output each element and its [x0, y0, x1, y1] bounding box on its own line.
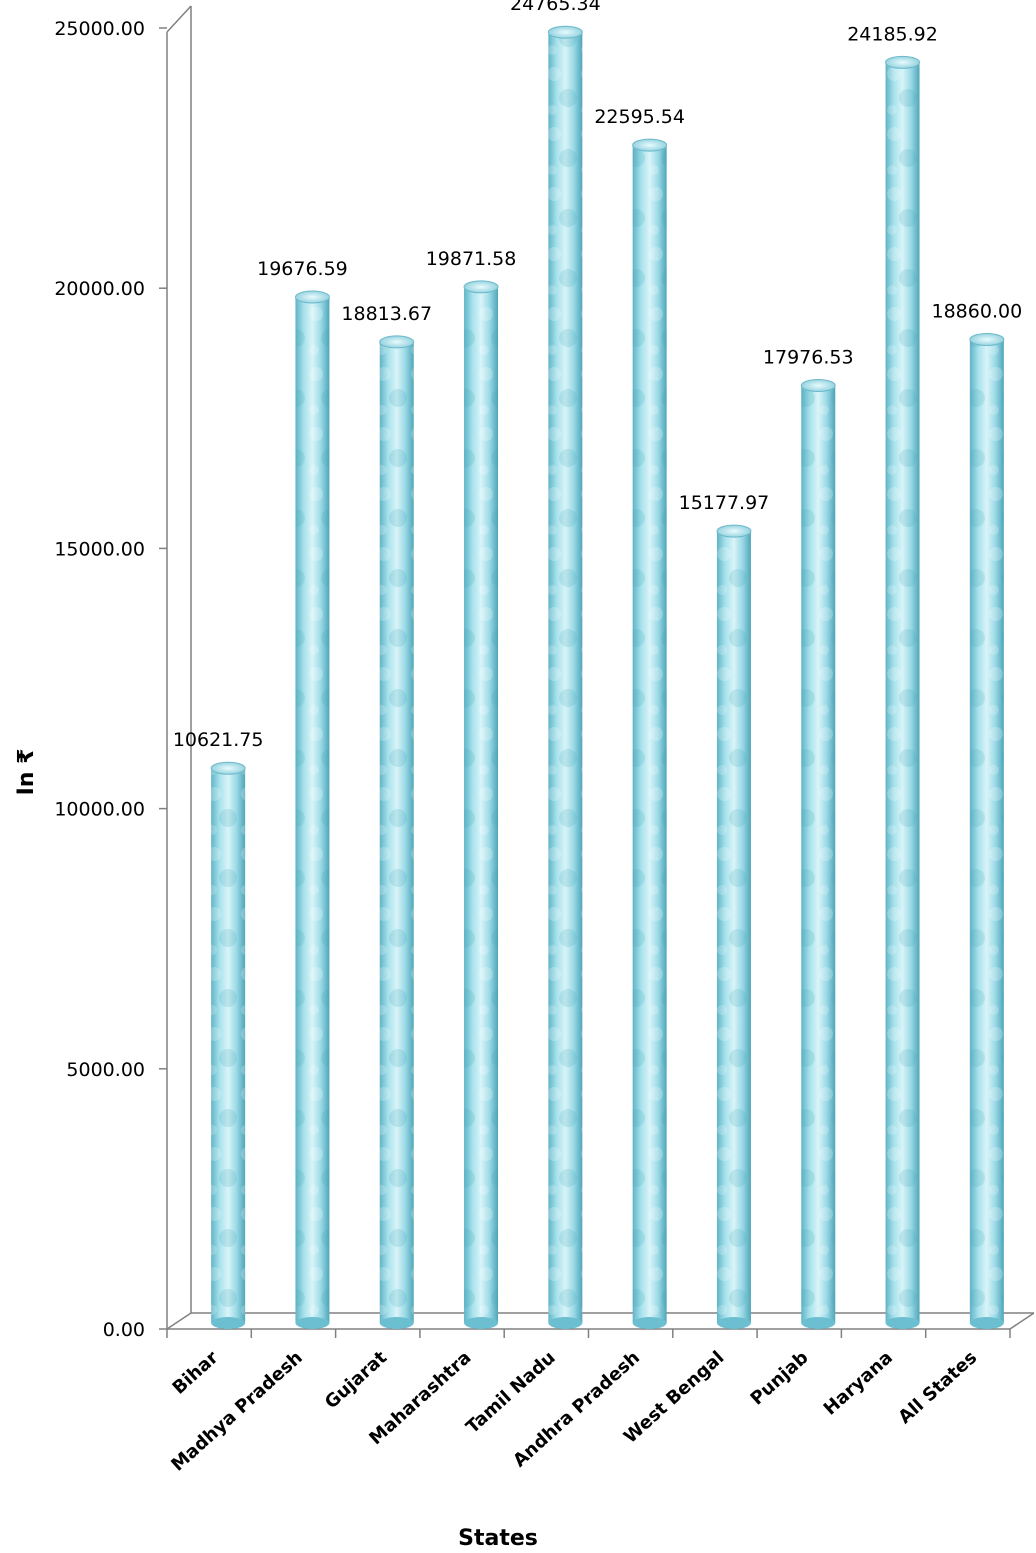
bar-texture	[211, 768, 246, 1323]
x-tick-label: Punjab	[747, 1347, 813, 1410]
y-axis-title: In ₹	[14, 749, 39, 796]
bars	[210, 25, 1005, 1329]
bar	[294, 290, 330, 1329]
data-label: 19676.59	[257, 258, 348, 280]
y-tick-label: 5000.00	[66, 1059, 145, 1081]
bar-texture	[885, 62, 920, 1323]
data-label: 19871.58	[426, 248, 517, 270]
bar-texture	[801, 385, 836, 1324]
data-label: 22595.54	[594, 106, 685, 128]
bar-base	[969, 1317, 1004, 1329]
bar-cap	[716, 524, 752, 538]
data-label: 15177.97	[679, 492, 770, 514]
bar-texture	[379, 341, 414, 1323]
bar-cap	[632, 138, 668, 152]
bar-texture	[969, 339, 1004, 1323]
bar-cap	[379, 335, 415, 349]
bar-cap	[969, 333, 1005, 347]
x-tick-label: Bihar	[169, 1347, 223, 1399]
bar-base	[379, 1317, 414, 1329]
bar-base	[464, 1317, 499, 1329]
bar-base	[716, 1317, 751, 1329]
x-axis-title: States	[458, 1526, 538, 1551]
bar-base	[801, 1317, 836, 1329]
bar-texture	[716, 531, 751, 1323]
x-tick-label: Haryana	[820, 1347, 897, 1419]
bar	[969, 333, 1005, 1329]
bar-cap	[463, 280, 499, 294]
bar-texture	[548, 32, 583, 1324]
bar-cap	[885, 55, 921, 69]
bar-base	[885, 1317, 920, 1329]
y-tick-label: 25000.00	[54, 18, 145, 40]
y-tick-label: 20000.00	[54, 278, 145, 300]
y-tick-label: 0.00	[103, 1319, 145, 1341]
bar	[632, 138, 668, 1329]
bar	[547, 25, 583, 1329]
axes: 0.00 5000.00 10000.00 15000.00 20000.00 25000…	[54, 5, 1035, 1341]
bar-texture	[632, 145, 667, 1324]
wall-top-edge	[166, 5, 192, 33]
y-tick-label: 10000.00	[54, 799, 145, 821]
bar-base	[295, 1317, 330, 1329]
floor-right-edge	[1009, 1312, 1035, 1330]
data-label: 18813.67	[341, 303, 432, 325]
floor-left-edge	[166, 1312, 192, 1330]
bar-base	[548, 1317, 583, 1329]
bar-base	[211, 1317, 246, 1329]
data-label: 10621.75	[173, 729, 264, 751]
data-label: 24185.92	[847, 23, 938, 45]
bar-cap	[800, 379, 836, 393]
data-label: 18860.00	[932, 301, 1023, 323]
x-tick-label: Gujarat	[321, 1347, 391, 1413]
x-tick-label: All States	[894, 1347, 981, 1428]
data-label: 17976.53	[763, 347, 854, 369]
bar	[210, 761, 246, 1329]
bar-texture	[295, 297, 330, 1323]
bar-base	[632, 1317, 667, 1329]
data-label: 24765.34	[510, 0, 601, 15]
bar-cap	[210, 761, 246, 775]
bar	[716, 524, 752, 1329]
bar	[379, 335, 415, 1329]
bar-cap	[547, 25, 583, 39]
bar	[463, 280, 499, 1329]
bar-texture	[464, 286, 499, 1324]
bar-cap	[294, 290, 330, 304]
y-tick-label: 15000.00	[54, 538, 145, 560]
bar	[800, 379, 836, 1329]
bar	[885, 55, 921, 1329]
